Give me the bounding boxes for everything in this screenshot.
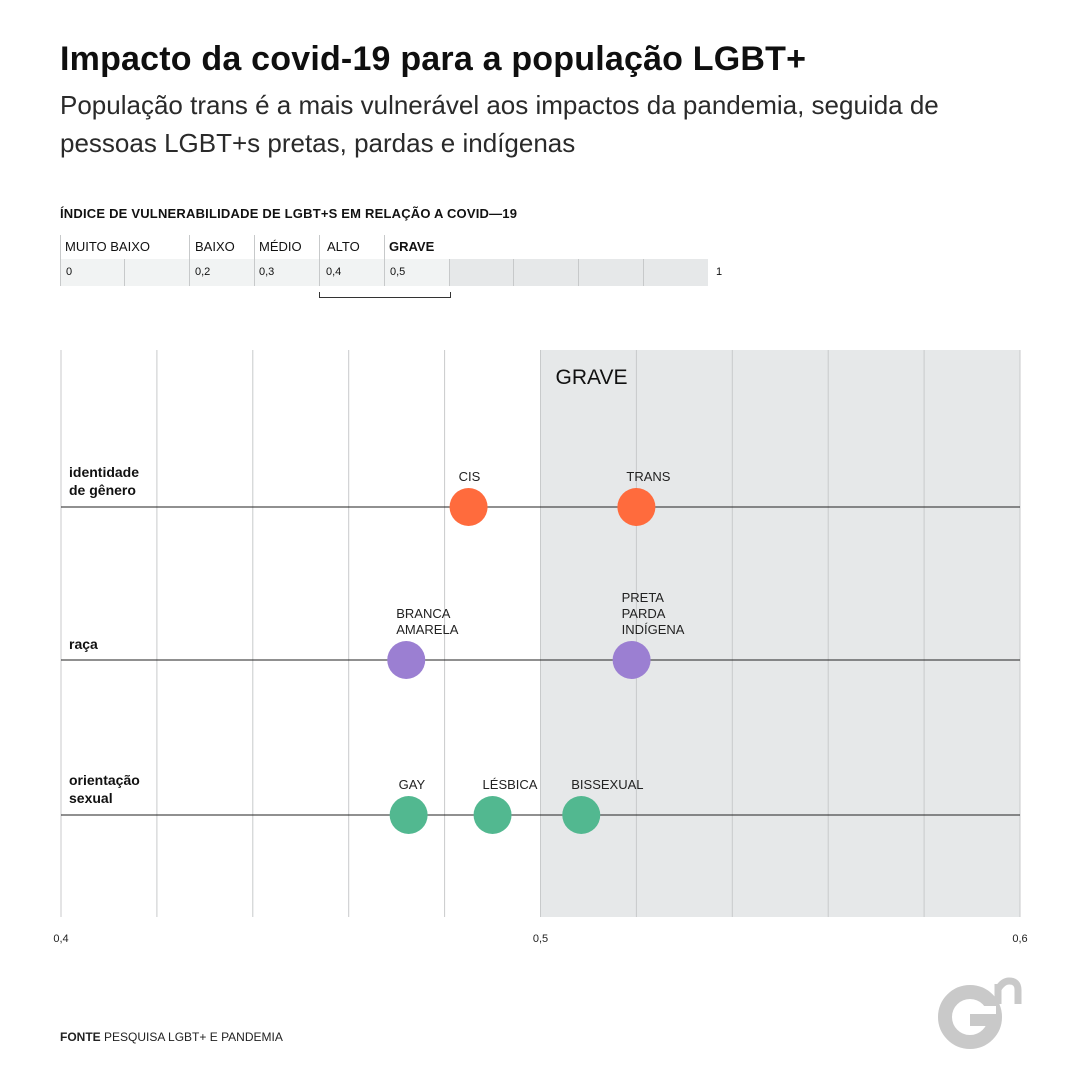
- scale-value-0-3: 0,3: [259, 266, 275, 278]
- scale-category-alto: ALTO: [327, 239, 360, 254]
- data-point: [617, 488, 656, 526]
- grave-region-label: GRAVE: [556, 366, 628, 389]
- gn-logo-icon: [938, 977, 1022, 1049]
- x-tick-label: 0,4: [53, 933, 68, 945]
- data-point: [612, 641, 651, 679]
- data-point: [449, 488, 488, 526]
- point-label: GAY: [399, 777, 426, 792]
- scale-value-0-2: 0,2: [195, 266, 211, 278]
- scale-value-0-4: 0,4: [326, 266, 342, 278]
- point-label: TRANS: [626, 469, 670, 484]
- scale-divider: [254, 235, 255, 286]
- vulnerability-scale: MUITO BAIXO BAIXO MÉDIO ALTO GRAVE 0 0,2…: [60, 235, 730, 305]
- point-label: CIS: [459, 469, 481, 484]
- scale-divider: [578, 259, 579, 286]
- source-label: FONTE: [60, 1030, 101, 1044]
- scale-divider: [124, 259, 125, 286]
- scale-divider: [449, 259, 450, 286]
- chart-title: Impacto da covid-19 para a população LGB…: [60, 40, 807, 78]
- point-label: BRANCA AMARELA: [396, 606, 458, 637]
- row-label: orientação sexual: [69, 772, 140, 806]
- scale-divider: [189, 235, 190, 286]
- scale-value-0-5: 0,5: [390, 266, 406, 278]
- data-point: [387, 641, 426, 679]
- grave-region: [540, 350, 1020, 917]
- source-text: PESQUISA LGBT+ E PANDEMIA: [104, 1030, 283, 1044]
- x-tick-label: 0,6: [1012, 933, 1027, 945]
- row-label: identidade de gênero: [69, 464, 139, 498]
- scale-divider: [513, 259, 514, 286]
- data-point: [389, 796, 428, 834]
- scale-value-1: 1: [716, 266, 723, 278]
- point-label: BISSEXUAL: [571, 777, 643, 792]
- point-label: LÉSBICA: [483, 777, 538, 792]
- row-label: raça: [69, 636, 98, 652]
- scale-divider: [643, 259, 644, 286]
- source-note: FONTE PESQUISA LGBT+ E PANDEMIA: [60, 1030, 283, 1044]
- scale-heading: ÍNDICE DE VULNERABILIDADE DE LGBT+S EM R…: [60, 206, 518, 221]
- scale-divider: [384, 235, 385, 286]
- zoom-range-bracket: [319, 292, 451, 298]
- chart-subtitle: População trans é a mais vulnerável aos …: [60, 90, 939, 158]
- dot-plot-chart: GRAVE 0,4 0,5 0,6 identidade de gênero CIS TRAN…: [53, 350, 1028, 945]
- scale-category-muito-baixo: MUITO BAIXO: [65, 239, 150, 254]
- data-point: [473, 796, 512, 834]
- scale-category-grave: GRAVE: [389, 239, 435, 254]
- scale-value-0: 0: [66, 266, 73, 278]
- data-point: [562, 796, 601, 834]
- scale-divider: [319, 235, 320, 286]
- scale-category-medio: MÉDIO: [259, 239, 302, 254]
- x-tick-label: 0,5: [533, 933, 548, 945]
- scale-divider: [60, 235, 61, 286]
- scale-category-baixo: BAIXO: [195, 239, 235, 254]
- point-label: PRETA PARDA INDÍGENA: [622, 590, 685, 637]
